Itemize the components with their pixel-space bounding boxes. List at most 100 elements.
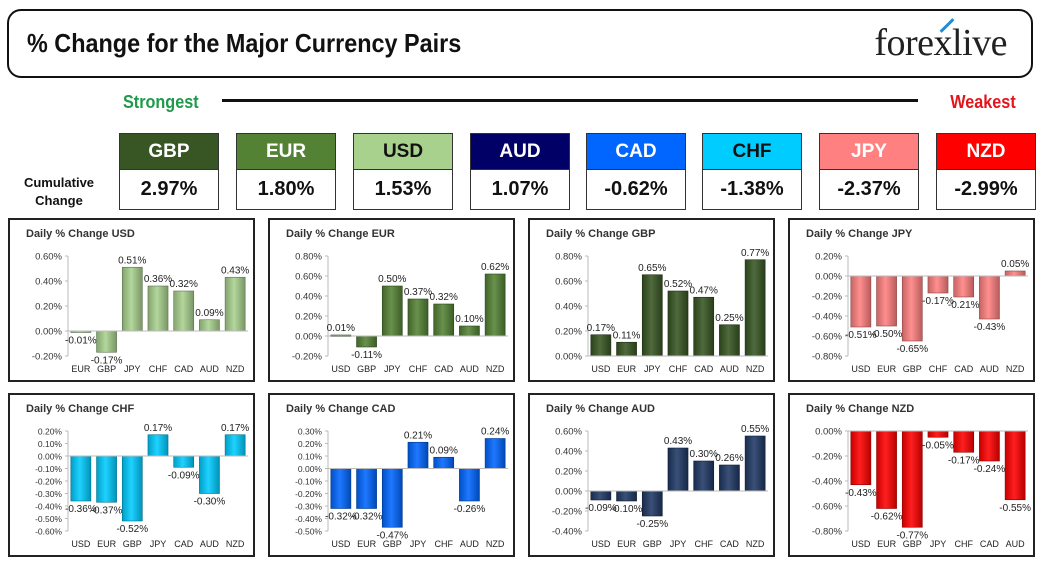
data-label: -0.51%	[845, 330, 877, 341]
currency-code: AUD	[470, 133, 570, 170]
y-tick-label: -0.50%	[295, 527, 322, 537]
strength-box-eur: EUR 1.80%	[236, 133, 336, 210]
x-tick-label: CAD	[174, 364, 194, 374]
bar-jpy	[381, 285, 403, 337]
x-tick-label: EUR	[877, 364, 897, 374]
chart-title: Daily % Change GBP	[546, 228, 655, 240]
x-tick-label: USD	[591, 539, 611, 549]
x-tick-label: CHF	[434, 539, 453, 549]
data-label: 0.10%	[455, 314, 483, 325]
y-tick-label: -0.40%	[295, 514, 322, 524]
x-tick-label: NZD	[1006, 364, 1025, 374]
logo-text-x: x	[934, 18, 955, 64]
data-label: -0.62%	[871, 512, 903, 523]
x-tick-label: AUD	[980, 364, 1000, 374]
data-label: -0.05%	[922, 440, 954, 451]
y-tick-label: 0.20%	[815, 252, 842, 263]
x-tick-label: AUD	[200, 364, 220, 374]
y-tick-label: -0.60%	[812, 332, 843, 343]
data-label: -0.01%	[65, 335, 97, 346]
bar-gbp	[96, 330, 117, 353]
data-label: -0.17%	[948, 455, 980, 466]
y-tick-label: -0.80%	[812, 527, 843, 538]
bar-aud	[459, 468, 480, 502]
logo-text-b: live	[952, 22, 1007, 64]
y-tick-label: 0.60%	[555, 427, 582, 438]
data-label: 0.77%	[741, 248, 769, 259]
bar-cad	[173, 290, 195, 332]
y-tick-label: -0.30%	[35, 489, 62, 499]
y-tick-label: -0.20%	[552, 507, 583, 518]
cumulative-value: 1.07%	[470, 170, 570, 210]
chart-title: Daily % Change CAD	[286, 403, 395, 415]
data-label: -0.10%	[611, 504, 643, 515]
data-label: 0.09%	[195, 308, 223, 319]
bar-chf	[147, 285, 169, 332]
y-tick-label: -0.30%	[295, 502, 322, 512]
bar-eur	[876, 275, 897, 327]
x-tick-label: AUD	[1006, 539, 1026, 549]
bar-chf	[433, 456, 455, 469]
bar-usd	[850, 430, 872, 486]
data-label: -0.30%	[194, 497, 226, 508]
data-label: 0.62%	[481, 262, 509, 273]
y-tick-label: 0.40%	[295, 292, 322, 303]
y-tick-label: -0.20%	[32, 352, 63, 363]
x-tick-label: USD	[591, 364, 611, 374]
y-tick-label: 0.80%	[295, 252, 322, 263]
bar-eur	[876, 430, 897, 509]
chart-title: Daily % Change AUD	[546, 403, 655, 415]
y-tick-label: 0.80%	[555, 252, 582, 263]
forexlive-logo: forex live	[874, 18, 1007, 65]
data-label: 0.43%	[221, 265, 249, 276]
data-label: -0.09%	[585, 503, 617, 514]
chart-panel-cad: Daily % Change CAD -0.50% -0.40% -0.30% -0.2…	[268, 393, 515, 557]
chart-svg: Daily % Change EUR -0.20% 0.00% 0.20% 0.40% 0…	[286, 228, 509, 374]
strength-rule	[222, 99, 918, 102]
bar-chf	[927, 275, 949, 294]
y-tick-label: 0.20%	[555, 467, 582, 478]
bar-gbp	[901, 430, 923, 528]
x-tick-label: USD	[331, 539, 351, 549]
data-label: 0.05%	[1001, 259, 1029, 270]
x-tick-label: GBP	[903, 539, 922, 549]
bar-jpy	[407, 441, 429, 469]
x-tick-label: EUR	[357, 539, 377, 549]
y-tick-label: 0.00%	[298, 464, 323, 474]
bar-chf	[407, 298, 429, 337]
chart-svg: Daily % Change AUD -0.40% -0.20% 0.00% 0.20%…	[546, 403, 769, 549]
bar-aud	[199, 455, 220, 494]
chart-panel-chf: Daily % Change CHF -0.60% -0.50% -0.40% -0.3…	[8, 393, 255, 557]
y-tick-label: -0.40%	[35, 502, 62, 512]
data-label: 0.37%	[404, 287, 432, 298]
bar-gbp	[381, 468, 403, 528]
chart-svg: Daily % Change CAD -0.50% -0.40% -0.30% -0.2…	[286, 403, 509, 549]
data-label: -0.17%	[91, 355, 123, 366]
strength-box-usd: USD 1.53%	[353, 133, 453, 210]
chart-svg: Daily % Change CHF-0.60%-0.50%-0.40%-0.3…	[26, 403, 249, 549]
bar-cad	[173, 455, 195, 468]
bar-cad	[953, 275, 975, 298]
data-label: -0.32%	[351, 512, 383, 523]
currency-code: EUR	[236, 133, 336, 170]
y-tick-label: 0.20%	[555, 327, 582, 338]
chart-title: Daily % Change NZD	[806, 403, 914, 415]
data-label: 0.25%	[715, 313, 743, 324]
bar-chf	[667, 290, 689, 357]
x-tick-label: EUR	[617, 364, 637, 374]
x-tick-label: JPY	[384, 364, 401, 374]
weakest-label: Weakest	[950, 92, 1016, 112]
data-label: 0.50%	[378, 274, 406, 285]
y-tick-label: 0.20%	[298, 439, 323, 449]
bar-nzd	[224, 434, 246, 457]
bar-nzd	[484, 273, 506, 337]
x-tick-label: AUD	[460, 539, 480, 549]
y-tick-label: 0.10%	[298, 452, 323, 462]
x-tick-label: CHF	[669, 364, 688, 374]
cumulative-value: -0.62%	[586, 170, 686, 210]
bar-aud	[459, 325, 480, 337]
currency-code: CAD	[586, 133, 686, 170]
x-tick-label: CHF	[409, 364, 428, 374]
x-tick-label: GBP	[643, 539, 662, 549]
data-label: 0.09%	[430, 445, 458, 456]
